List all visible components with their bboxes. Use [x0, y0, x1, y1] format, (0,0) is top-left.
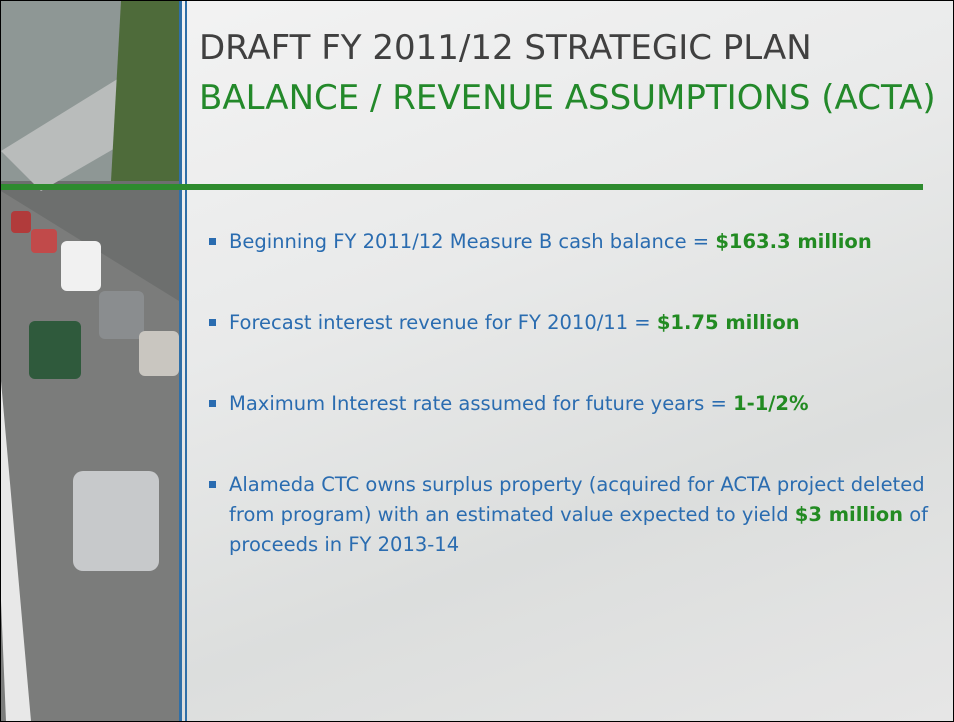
bullet-item: Alameda CTC owns surplus property (acqui…	[209, 470, 929, 560]
bullet-highlight: $163.3 million	[715, 230, 871, 253]
highway-photo	[1, 1, 179, 721]
bullet-highlight: 1-1/2%	[733, 392, 808, 415]
title-line: BALANCE / REVENUE ASSUMPTIONS (ACTA)	[199, 73, 939, 123]
bullet-highlight: $3 million	[795, 503, 903, 526]
vertical-rule	[179, 1, 182, 721]
bullet-item: Forecast interest revenue for FY 2010/11…	[209, 308, 929, 338]
bullet-item: Maximum Interest rate assumed for future…	[209, 389, 929, 419]
bullet-list: Beginning FY 2011/12 Measure B cash bala…	[209, 227, 929, 611]
vertical-rule	[185, 1, 187, 721]
page: DRAFT FY 2011/12 STRATEGIC PLAN BALANCE …	[0, 0, 954, 722]
bullet-text: Maximum Interest rate assumed for future…	[229, 392, 733, 415]
bullet-text: Forecast interest revenue for FY 2010/11…	[229, 311, 657, 334]
title-line: DRAFT FY 2011/12 STRATEGIC PLAN	[199, 23, 939, 73]
title: DRAFT FY 2011/12 STRATEGIC PLAN BALANCE …	[199, 23, 939, 123]
bullet-item: Beginning FY 2011/12 Measure B cash bala…	[209, 227, 929, 257]
slide: DRAFT FY 2011/12 STRATEGIC PLAN BALANCE …	[0, 0, 954, 722]
bullet-text: Beginning FY 2011/12 Measure B cash bala…	[229, 230, 715, 253]
title-rule	[1, 184, 923, 190]
bullet-highlight: $1.75 million	[657, 311, 800, 334]
